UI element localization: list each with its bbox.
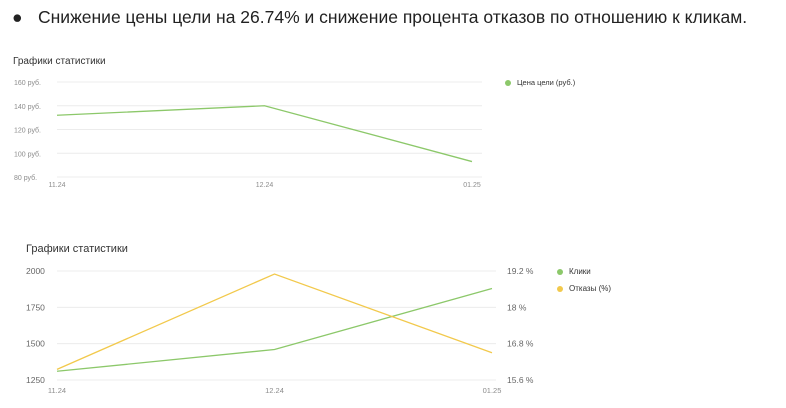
chart1-y-tick: 80 руб. [14, 174, 37, 182]
chart1-y-tick: 160 руб. [14, 79, 41, 87]
chart2-x-tick: 12.24 [265, 386, 284, 395]
chart2-y-tick-right: 16.8 % [507, 339, 534, 349]
chart1-x-tick: 01.25 [463, 182, 481, 189]
chart2-legend-item: Клики [557, 263, 611, 280]
chart2-y-tick-left: 1750 [26, 302, 45, 312]
chart2-y-tick-right: 15.6 % [507, 375, 534, 385]
chart2-y-tick-left: 1250 [26, 375, 45, 385]
bullet-icon: ● [12, 7, 23, 27]
chart1-legend: Цена цели (руб.) [505, 74, 575, 91]
chart1-legend-label: Цена цели (руб.) [517, 78, 576, 87]
chart1-y-tick: 100 руб. [14, 150, 41, 158]
chart2-y-tick-right: 19.2 % [507, 266, 534, 276]
headline-text: Снижение цены цели на 26.74% и снижение … [38, 7, 748, 27]
chart1-series-line [56, 105, 473, 163]
chart2-series-line [56, 287, 493, 372]
chart2-legend-item: Отказы (%) [557, 280, 611, 297]
chart2-legend: Клики Отказы (%) [557, 263, 611, 297]
chart1-legend-item: Цена цели (руб.) [505, 74, 575, 91]
chart1-x-tick: 12.24 [256, 182, 274, 189]
legend-dot-icon [557, 285, 563, 292]
chart1-title: Графики статистики [13, 56, 106, 67]
chart2-x-tick: 11.24 [48, 386, 66, 395]
chart2-legend-label: Клики [569, 267, 591, 276]
chart2-y-tick-left: 1500 [26, 339, 45, 349]
legend-dot-icon [557, 268, 563, 275]
chart1-y-tick: 120 руб. [14, 127, 41, 135]
legend-dot-icon [505, 79, 511, 86]
headline: ● Снижение цены цели на 26.74% и снижение… [12, 6, 782, 30]
chart2-y-tick-left: 2000 [26, 266, 45, 276]
chart1-y-tick: 140 руб. [14, 103, 41, 111]
chart2-y-tick-right: 18 % [507, 302, 527, 312]
chart2-title: Графики статистики [26, 243, 128, 255]
chart2-legend-label: Отказы (%) [569, 284, 612, 293]
chart2-series-line [56, 273, 493, 370]
chart1-x-tick: 11.24 [49, 182, 66, 189]
chart2-x-tick: 01.25 [483, 386, 502, 395]
